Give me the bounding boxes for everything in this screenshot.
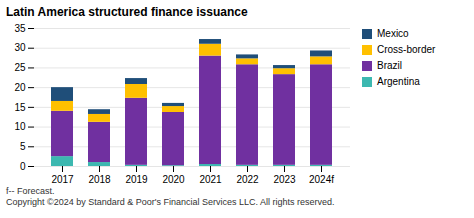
svg-text:0: 0 [20, 161, 26, 172]
svg-text:15: 15 [14, 102, 26, 113]
html-text:Argentina: Argentina [377, 76, 420, 87]
html-text:Copyright ©2024 by Standard &: Copyright ©2024 by Standard & Poor's Fin… [6, 197, 335, 207]
svg-text:30: 30 [14, 42, 26, 53]
html-text:Mexico: Mexico [377, 28, 409, 39]
html-text:f-- Forecast.: f-- Forecast. [6, 186, 55, 196]
svg-text:2022: 2022 [236, 174, 259, 185]
svg-text:2017: 2017 [51, 174, 74, 185]
svg-text:2023: 2023 [273, 174, 296, 185]
html-text:Cross-border: Cross-border [377, 44, 436, 55]
html-text:Brazil: Brazil [377, 60, 402, 71]
svg-text:10: 10 [14, 121, 26, 132]
svg-text:2019: 2019 [125, 174, 148, 185]
svg-text:20: 20 [14, 82, 26, 93]
svg-text:2020: 2020 [162, 174, 185, 185]
svg-text:25: 25 [14, 62, 26, 73]
svg-text:5: 5 [20, 141, 26, 152]
svg-text:2018: 2018 [88, 174, 111, 185]
svg-text:35: 35 [14, 23, 26, 34]
svg-text:2021: 2021 [199, 174, 222, 185]
html-text:Latin America structured finan: Latin America structured finance issuanc… [6, 5, 248, 19]
svg-text:2024f: 2024f [309, 174, 334, 185]
